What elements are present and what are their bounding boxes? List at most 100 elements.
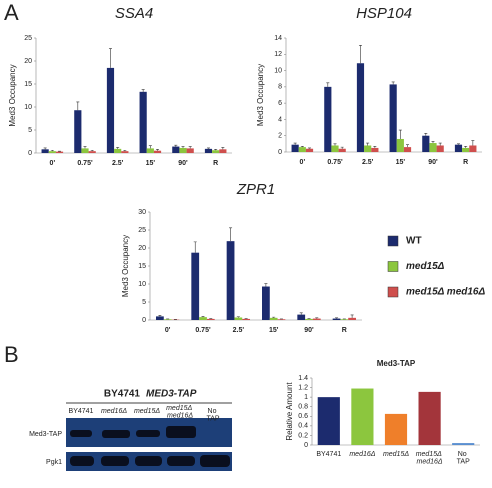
error-bar	[471, 140, 475, 146]
error-bar	[188, 146, 192, 149]
bar	[106, 67, 115, 153]
error-bar	[438, 142, 442, 146]
error-bar	[300, 146, 304, 148]
bar	[172, 146, 180, 153]
x-tick-label: 2.5'	[112, 160, 124, 167]
y-tick-label: 5	[28, 127, 32, 134]
y-tick-label: 6	[278, 100, 282, 107]
error-bar	[156, 149, 160, 151]
error-bar	[116, 147, 120, 149]
bar	[422, 135, 430, 152]
blot-lane-label: med16Δ	[101, 408, 127, 415]
x-tick-label: 15'	[146, 160, 156, 167]
x-tick-label: 0'	[50, 160, 56, 167]
bar	[186, 148, 194, 153]
error-bar	[340, 146, 344, 149]
error-bar	[181, 146, 185, 148]
error-bar	[123, 149, 127, 152]
x-tick-label: 0'	[300, 159, 306, 166]
y-tick-label: 20	[138, 245, 146, 252]
bar	[317, 397, 340, 445]
bar	[305, 148, 314, 152]
bar	[348, 317, 356, 320]
error-bar	[333, 143, 337, 146]
bar	[163, 319, 172, 320]
error-bar	[424, 132, 428, 136]
bar	[312, 318, 321, 320]
x-tick-label: 0'	[165, 327, 171, 334]
error-bar	[229, 227, 233, 242]
legend-swatch	[387, 261, 399, 272]
bar	[199, 317, 207, 320]
y-tick-label: 15	[24, 81, 32, 88]
bar	[156, 316, 164, 320]
error-bar	[264, 283, 268, 287]
blot-strain: BY4741	[104, 389, 141, 400]
x-tick-label: 15'	[269, 327, 279, 334]
error-bar	[406, 144, 410, 148]
x-tick-label: 90'	[428, 159, 438, 166]
bar	[291, 144, 299, 152]
x-tick-label: BY4741	[316, 451, 341, 458]
bar	[324, 86, 332, 152]
x-tick-label: 90'	[304, 327, 314, 334]
bar	[262, 286, 270, 320]
bar	[88, 151, 96, 153]
bar	[298, 147, 306, 152]
error-bar	[456, 143, 460, 145]
x-tick-label: med15Δ	[383, 451, 409, 458]
bar	[384, 413, 408, 445]
bar	[364, 145, 372, 152]
y-tick-label: 14	[274, 35, 282, 42]
blot-band	[166, 426, 196, 438]
panel-label: B	[4, 342, 19, 367]
error-bar	[398, 129, 402, 139]
bar	[340, 319, 349, 320]
error-bar	[308, 147, 312, 149]
blot-row-label: Pgk1	[46, 459, 62, 466]
x-tick-label: 0.75'	[195, 327, 211, 334]
bar	[204, 148, 213, 153]
bar	[242, 318, 250, 320]
legend-label: med15Δ med16Δ	[406, 287, 485, 298]
y-tick-label: 0.8	[298, 404, 308, 411]
error-bar	[193, 241, 197, 253]
y-tick-label: 25	[24, 35, 32, 42]
chart-title: SSA4	[115, 5, 153, 22]
x-tick-label: 0.75'	[77, 160, 93, 167]
blot-band	[135, 456, 162, 466]
bar	[356, 63, 365, 152]
bar	[371, 147, 379, 152]
blot-lane-label: med15Δ med16Δ	[166, 405, 194, 420]
error-bar	[174, 144, 178, 147]
y-tick-label: 0.6	[298, 413, 308, 420]
blot-lane-label: No TAP	[206, 408, 219, 423]
x-tick-label: 2.5'	[233, 327, 245, 334]
y-axis-label: Med3 Occupancy	[8, 64, 17, 126]
y-tick-label: 10	[138, 281, 146, 288]
y-tick-label: 12	[274, 51, 282, 58]
bar	[191, 252, 200, 320]
error-bar	[43, 147, 47, 150]
y-tick-label: 0	[278, 149, 282, 156]
y-tick-label: 10	[24, 104, 32, 111]
error-bar	[236, 316, 240, 318]
bar	[179, 147, 187, 153]
x-tick-label: 2.5'	[362, 159, 374, 166]
bar	[454, 144, 463, 152]
y-tick-label: 1.4	[298, 375, 308, 382]
error-bar	[90, 149, 94, 152]
bar	[81, 148, 89, 153]
blot-band	[167, 456, 195, 466]
bar	[331, 145, 339, 152]
legend-swatch	[387, 235, 399, 247]
bar	[234, 317, 243, 320]
bar	[226, 241, 235, 320]
bar	[219, 149, 227, 153]
error-bar	[201, 316, 205, 318]
error-bar	[326, 82, 330, 87]
y-axis-label: Med3 Occupancy	[256, 64, 265, 126]
y-tick-label: 1.2	[298, 384, 308, 391]
error-bar	[315, 317, 319, 319]
blot-band	[200, 455, 230, 467]
